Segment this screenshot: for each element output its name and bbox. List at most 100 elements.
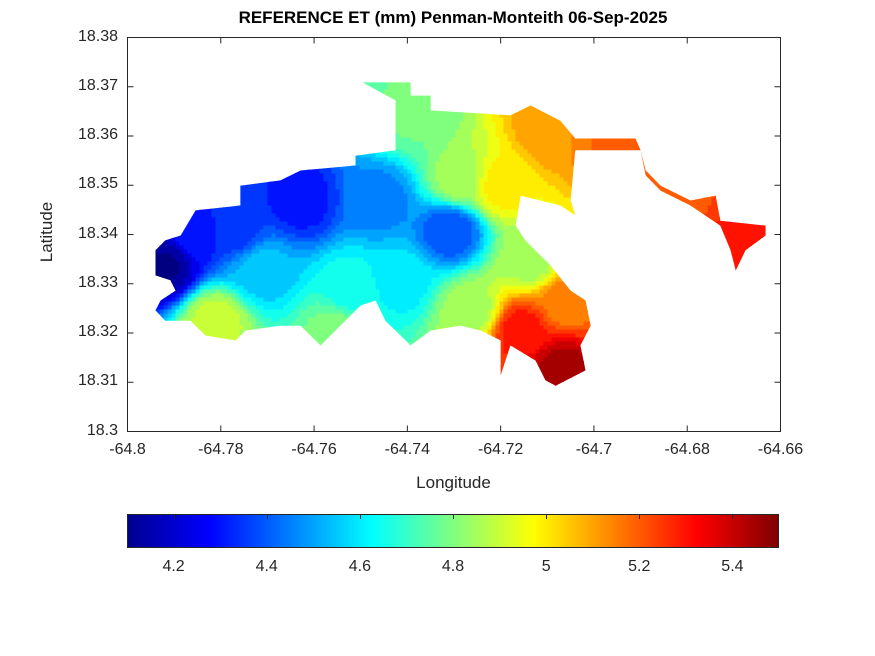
contour-cell: [587, 149, 592, 154]
contour-cell: [715, 189, 720, 194]
contour-cell: [659, 125, 664, 130]
contour-cell: [439, 133, 444, 138]
contour-cell: [371, 181, 376, 186]
contour-cell: [495, 117, 500, 122]
contour-cell: [355, 165, 360, 170]
contour-cell: [687, 85, 692, 90]
contour-cell: [347, 189, 352, 194]
contour-cell: [411, 153, 416, 158]
contour-cell: [527, 85, 532, 90]
contour-cell: [631, 161, 636, 166]
contour-cell: [195, 197, 200, 202]
contour-cell: [619, 189, 624, 194]
contour-cell: [255, 121, 260, 126]
contour-cell: [155, 125, 160, 130]
contour-cell: [371, 189, 376, 194]
contour-cell: [239, 105, 244, 110]
contour-cell: [443, 117, 448, 122]
contour-cell: [419, 157, 424, 162]
contour-cell: [459, 185, 464, 190]
contour-cell: [639, 161, 644, 166]
contour-cell: [199, 82, 204, 86]
contour-cell: [503, 125, 508, 130]
contour-cell: [527, 165, 532, 170]
contour-cell: [187, 149, 192, 154]
contour-cell: [559, 89, 564, 94]
contour-cell: [407, 125, 412, 130]
contour-cell: [411, 93, 416, 98]
contour-cell: [191, 185, 196, 190]
contour-cell: [307, 177, 312, 182]
contour-cell: [579, 129, 584, 134]
contour-cell: [299, 125, 304, 130]
contour-cell: [723, 121, 728, 126]
contour-cell: [695, 141, 700, 146]
contour-cell: [635, 113, 640, 118]
contour-cell: [487, 197, 492, 202]
contour-cell: [215, 129, 220, 134]
contour-cell: [195, 153, 200, 158]
contour-cell: [711, 177, 716, 182]
contour-cell: [399, 145, 404, 150]
contour-cell: [563, 113, 568, 118]
contour-cell: [195, 109, 200, 114]
contour-cell: [411, 129, 416, 134]
contour-cell: [695, 97, 700, 102]
contour-cell: [451, 197, 456, 202]
contour-cell: [311, 137, 316, 142]
contour-cell: [259, 165, 264, 170]
contour-cell: [275, 173, 280, 178]
contour-cell: [763, 145, 766, 150]
contour-cell: [155, 181, 156, 186]
contour-cell: [343, 121, 348, 126]
contour-cell: [635, 89, 640, 94]
contour-cell: [155, 85, 160, 90]
contour-cell: [511, 125, 516, 130]
contour-cell: [391, 149, 396, 154]
contour-cell: [167, 201, 172, 206]
contour-cell: [751, 97, 756, 102]
contour-cell: [343, 101, 348, 106]
contour-cell: [531, 137, 536, 142]
contour-cell: [479, 101, 484, 106]
contour-cell: [328, 78, 333, 83]
contour-cell: [391, 93, 396, 98]
contour-cell: [315, 165, 320, 170]
contour-cell: [735, 177, 740, 182]
contour-cell: [412, 74, 417, 79]
contour-cell: [363, 133, 368, 138]
contour-cell: [475, 157, 480, 162]
contour-cell: [627, 89, 632, 94]
contour-cell: [483, 109, 488, 114]
contour-cell: [755, 153, 760, 158]
contour-cell: [348, 78, 353, 83]
contour-cell: [451, 125, 456, 130]
contour-cell: [291, 129, 296, 134]
contour-cell: [283, 101, 288, 106]
contour-cell: [159, 117, 164, 122]
contour-cell: [515, 193, 520, 198]
contour-cell: [199, 129, 204, 134]
contour-cell: [579, 165, 584, 170]
contour-cell: [179, 121, 184, 126]
contour-cell: [252, 74, 257, 79]
contour-cell: [404, 78, 409, 83]
contour-cell: [227, 89, 232, 94]
contour-cell: [263, 197, 268, 202]
contour-cell: [631, 141, 636, 146]
contour-cell: [587, 173, 592, 178]
contour-cell: [655, 117, 660, 122]
contour-cell: [347, 181, 352, 186]
contour-cell: [619, 113, 624, 118]
contour-cell: [379, 165, 384, 170]
contour-cell: [155, 153, 160, 158]
contour-cell: [647, 97, 652, 102]
contour-cell: [455, 173, 460, 178]
contour-cell: [639, 173, 644, 178]
contour-cell: [195, 93, 200, 98]
contour-cell: [744, 78, 749, 83]
contour-cell: [283, 93, 288, 98]
contour-cell: [583, 129, 588, 134]
contour-cell: [319, 113, 324, 118]
contour-cell: [583, 125, 588, 130]
